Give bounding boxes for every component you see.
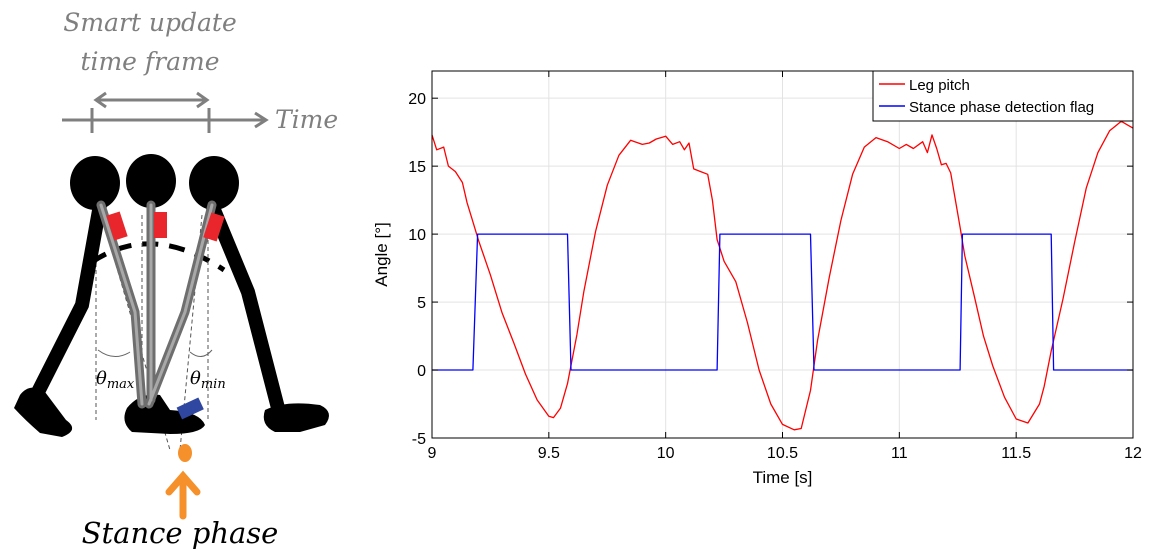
head-middle (126, 154, 176, 208)
heads (70, 154, 239, 210)
sensor-red-middle (154, 212, 167, 238)
theta-max-arc (97, 349, 131, 357)
y-tick-label: 5 (417, 295, 426, 312)
y-tick-label: 10 (408, 227, 426, 244)
gait-diagram: Smart update time frame Time (14, 8, 338, 549)
x-tick-label: 11.5 (1001, 445, 1031, 462)
time-axis-arrow (62, 108, 269, 133)
series-line-stance-flag (432, 233, 1133, 371)
chart-grid (431, 71, 1134, 439)
theta-min-label: θmin (190, 368, 226, 392)
legend-entry-label: Stance phase detection flag (909, 99, 1094, 116)
x-tick-label: 10.5 (767, 445, 798, 462)
smart-update-label-line2: time frame (80, 47, 219, 76)
update-window-arrow (93, 91, 210, 109)
head-left (70, 156, 120, 210)
series-line-leg-pitch (431, 120, 1134, 431)
foot-right (263, 403, 329, 432)
y-tick-label: 0 (417, 363, 426, 380)
x-tick-label: 10 (657, 445, 675, 462)
gray-leg-highlights (99, 203, 214, 406)
legend-entry-label: Leg pitch (909, 77, 970, 94)
theta-min-arc (189, 349, 213, 357)
x-axis-label: Time [s] (753, 468, 813, 487)
theta-max-label: θmax (96, 368, 135, 392)
stance-arrow-icon (165, 470, 201, 520)
black-legs (31, 198, 285, 415)
y-tick-label: 15 (408, 159, 426, 176)
imu-sensors (106, 211, 225, 420)
smart-update-label-line1: Smart update (63, 8, 237, 37)
chart-legend: Leg pitch Stance phase detection flag (872, 70, 1134, 122)
legend-box (872, 70, 1134, 122)
stance-phase-label: Stance phase (82, 516, 279, 549)
sensor-red-left (106, 211, 128, 241)
sensor-blue (176, 397, 204, 420)
head-right (189, 156, 239, 210)
y-tick-label: -5 (412, 431, 426, 448)
y-axis-label: Angle [°] (372, 222, 391, 286)
chart-series (431, 120, 1134, 431)
foot-left (14, 387, 73, 437)
ground-contact-marker (178, 444, 192, 462)
x-tick-label: 12 (1124, 445, 1142, 462)
x-tick-label: 11 (891, 445, 908, 462)
x-tick-label: 9.5 (538, 445, 560, 462)
sensor-red-right (203, 212, 225, 242)
angle-chart: 9 9.5 10 10.5 11 11.5 12 -5 0 5 10 15 20 Time [s] An… (372, 70, 1142, 487)
chart-ticks: 9 9.5 10 10.5 11 11.5 12 -5 0 5 10 15 20 (408, 71, 1142, 462)
x-tick-label: 9 (428, 445, 437, 462)
time-axis-label: Time (275, 105, 338, 134)
y-tick-label: 20 (408, 91, 426, 108)
